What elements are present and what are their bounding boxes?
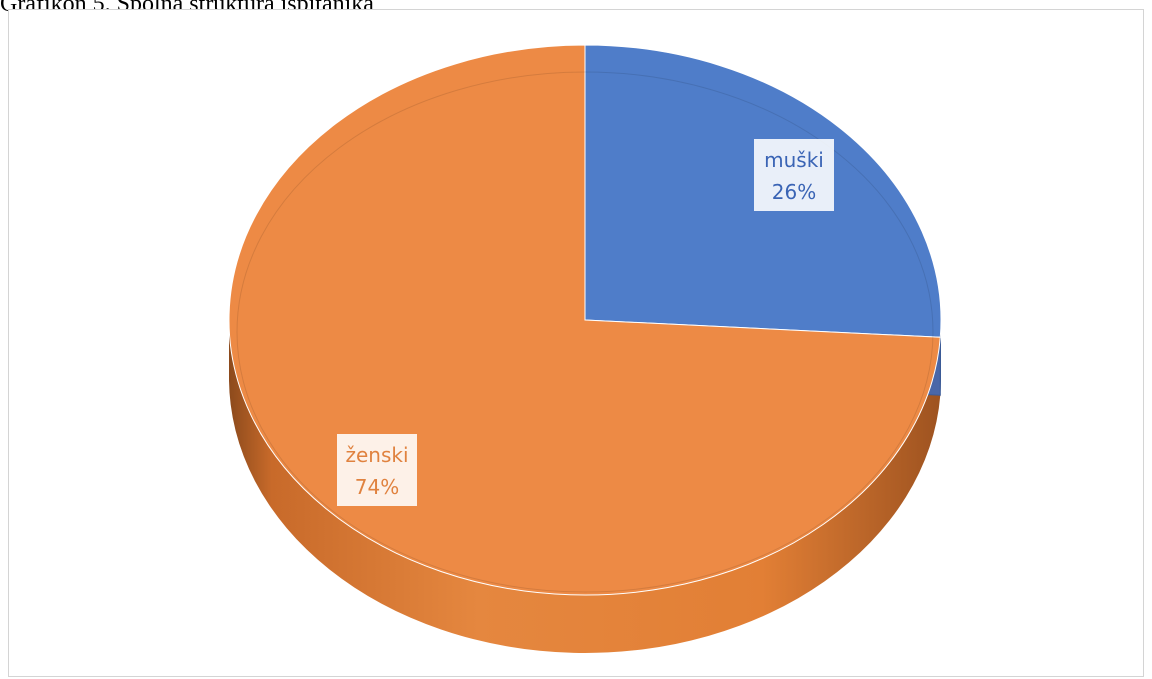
data-label-category: muški [764,148,824,172]
slice-side-ženski [229,320,941,653]
data-label-ženski: ženski 74% [337,434,417,506]
data-label-percent: 26% [772,180,816,204]
data-label-background [337,434,417,506]
data-label-muški: muški 26% [754,139,834,211]
data-label-category: ženski [345,443,408,467]
pie-rim-line [236,71,934,593]
data-label-percent: 74% [355,475,399,499]
data-label-background [754,139,834,211]
